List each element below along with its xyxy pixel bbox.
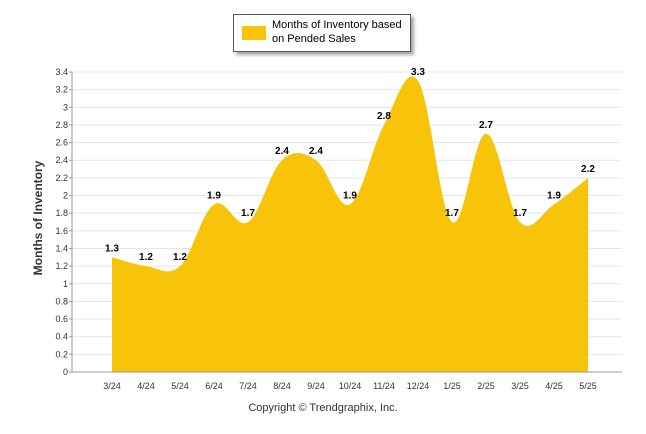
y-tick-label: 3 bbox=[63, 102, 68, 112]
data-labels: 1.3 1.2 1.2 1.9 1.7 2.4 2.4 1.9 2.8 3.3 1.7 2.7 1.7 1… bbox=[105, 67, 595, 263]
data-label: 2.8 bbox=[377, 111, 391, 122]
legend-label: Months of Inventory based on Pended Sale… bbox=[272, 19, 402, 45]
data-label: 1.3 bbox=[105, 243, 119, 254]
area-series-fill bbox=[112, 76, 588, 372]
y-tick-label: 1.6 bbox=[55, 226, 68, 236]
y-tick-label: 2.4 bbox=[55, 155, 68, 165]
y-tick-label: 3.4 bbox=[55, 67, 68, 77]
y-tick-label: 2 bbox=[63, 191, 68, 201]
x-tick-label: 12/24 bbox=[407, 381, 430, 391]
y-tick-label: 1.4 bbox=[55, 243, 68, 253]
x-tick-label: 2/25 bbox=[477, 381, 495, 391]
y-tick-label: 3.2 bbox=[55, 85, 68, 95]
x-tick-label: 3/25 bbox=[511, 381, 529, 391]
data-label: 1.9 bbox=[547, 190, 561, 201]
data-label: 1.9 bbox=[207, 190, 221, 201]
data-label: 3.3 bbox=[411, 67, 425, 78]
x-tick-label: 8/24 bbox=[273, 381, 291, 391]
y-tick-label: 2.2 bbox=[55, 173, 68, 183]
x-tick-label: 7/24 bbox=[239, 381, 257, 391]
data-label: 2.7 bbox=[479, 120, 493, 131]
y-axis-label: Months of Inventory bbox=[31, 160, 45, 275]
y-tick-label: 1 bbox=[63, 279, 68, 289]
data-label: 1.2 bbox=[173, 252, 187, 263]
data-label: 2.4 bbox=[275, 146, 289, 157]
y-tick-label: 1.2 bbox=[55, 261, 68, 271]
data-label: 1.2 bbox=[139, 252, 153, 263]
x-tick-label: 4/25 bbox=[545, 381, 563, 391]
axes bbox=[71, 72, 622, 373]
legend-swatch bbox=[242, 26, 266, 40]
data-label: 2.2 bbox=[581, 164, 595, 175]
y-tick-labels: 0 0.2 0.4 0.6 0.8 1 1.2 1.4 1.6 1.8 2 2.2 2.4 2.6 2.8 3… bbox=[55, 67, 68, 377]
copyright-text: Copyright © Trendgraphix, Inc. bbox=[248, 402, 398, 414]
y-tick-label: 2.8 bbox=[55, 120, 68, 130]
y-tick-label: 0.2 bbox=[55, 349, 68, 359]
data-label: 1.7 bbox=[513, 208, 527, 219]
y-tick-label: 0.8 bbox=[55, 296, 68, 306]
data-label: 2.4 bbox=[309, 146, 323, 157]
data-label: 1.9 bbox=[343, 190, 357, 201]
series-area bbox=[112, 76, 588, 372]
x-tick-label: 9/24 bbox=[307, 381, 325, 391]
y-tick-label: 1.8 bbox=[55, 208, 68, 218]
x-tick-label: 6/24 bbox=[205, 381, 223, 391]
x-tick-label: 3/24 bbox=[103, 381, 121, 391]
data-label: 1.7 bbox=[241, 208, 255, 219]
x-tick-label: 4/24 bbox=[137, 381, 155, 391]
y-tick-label: 0 bbox=[63, 367, 68, 377]
y-tick-label: 0.6 bbox=[55, 314, 68, 324]
x-tick-label: 11/24 bbox=[373, 381, 395, 391]
x-tick-label: 5/25 bbox=[579, 381, 597, 391]
y-tick-label: 2.6 bbox=[55, 138, 68, 148]
x-tick-label: 10/24 bbox=[339, 381, 362, 391]
legend: Months of Inventory based on Pended Sale… bbox=[233, 14, 411, 52]
x-tick-label: 1/25 bbox=[443, 381, 461, 391]
x-tick-labels: 3/24 4/24 5/24 6/24 7/24 8/24 9/24 10/24 11/24 12… bbox=[103, 381, 597, 391]
data-label: 1.7 bbox=[445, 208, 459, 219]
x-tick-label: 5/24 bbox=[171, 381, 189, 391]
y-tick-label: 0.4 bbox=[55, 332, 68, 342]
